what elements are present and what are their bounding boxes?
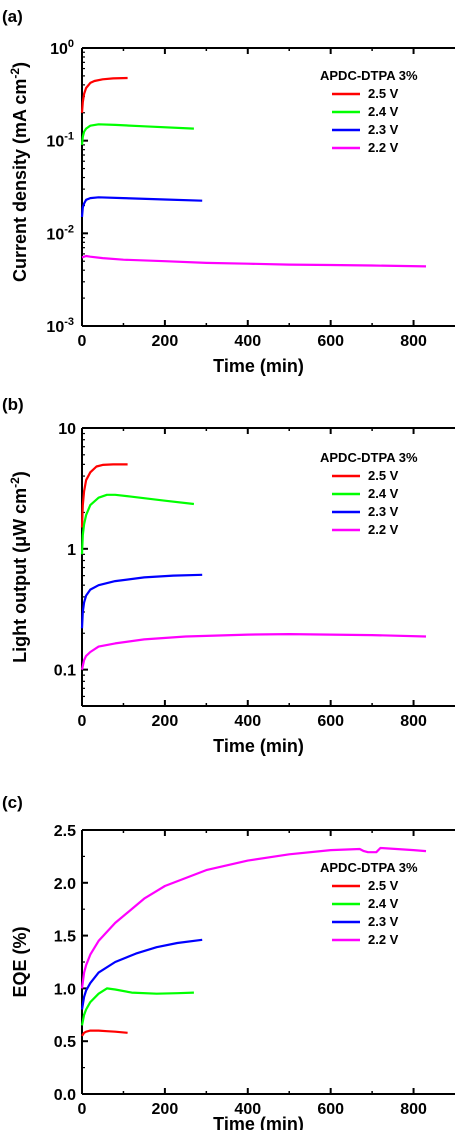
legend: APDC-DTPA 3% 2.5 V 2.4 V 2.3 V 2.2 V: [320, 860, 418, 947]
y-tick-exp: -2: [64, 223, 74, 235]
legend-label: 2.2 V: [368, 932, 399, 947]
series-line-1: [80, 76, 128, 113]
y-axis-title-sup: -2: [8, 68, 22, 79]
series-line-3: [80, 196, 203, 218]
series-line-4: [81, 254, 427, 268]
y-axis-title-end: ): [10, 62, 30, 68]
panel-label: (a): [2, 7, 23, 26]
x-tick-label: 200: [152, 713, 179, 730]
series-line-4: [80, 632, 427, 670]
legend-label: 2.2 V: [368, 522, 399, 537]
y-tick-label: 0.1: [54, 663, 76, 680]
y-tick-base: 10: [46, 319, 64, 336]
y-tick-label: 100: [50, 38, 74, 58]
y-axis-title-end: ): [10, 471, 30, 477]
y-axis-title-sup: -2: [8, 477, 22, 488]
legend: APDC-DTPA 3% 2.5 V 2.4 V 2.3 V 2.2 V: [320, 68, 418, 155]
y-tick-label: 10-3: [46, 316, 74, 336]
x-tick-label: 0: [78, 333, 87, 350]
series-line-3: [80, 573, 203, 629]
y-tick-label: 10-1: [46, 131, 74, 151]
legend-title: APDC-DTPA 3%: [320, 450, 418, 465]
legend-label: 2.3 V: [368, 504, 399, 519]
panel-label: (c): [2, 793, 23, 812]
chart-panel-3: (c) 0 200 400 600 800 0.0 0.5 1.0 1.5 2.0 2.5 Time (…: [2, 793, 455, 1130]
legend-label: 2.4 V: [368, 104, 399, 119]
y-tick-label: 10: [58, 421, 76, 438]
x-tick-label: 800: [400, 333, 427, 350]
x-axis-title: Time (min): [213, 1114, 304, 1130]
series-line-1: [81, 1029, 128, 1037]
y-axis-title: EQE (%): [10, 926, 30, 997]
legend-label: 2.4 V: [368, 486, 399, 501]
y-tick-label: 1.0: [54, 981, 76, 998]
x-tick-label: 400: [234, 1101, 261, 1118]
y-axis-title: Light output (μW cm-2): [8, 471, 30, 663]
y-tick-base: 10: [50, 41, 68, 58]
legend-title: APDC-DTPA 3%: [320, 68, 418, 83]
y-tick-label: 0.0: [54, 1087, 76, 1104]
legend-label: 2.3 V: [368, 914, 399, 929]
y-tick-label: 0.5: [54, 1034, 76, 1051]
y-tick-label: 10-2: [46, 223, 74, 243]
x-tick-label: 400: [234, 333, 261, 350]
x-tick-label: 0: [78, 1101, 87, 1118]
x-tick-label: 800: [400, 713, 427, 730]
series-line-3: [80, 938, 203, 1010]
y-tick-label: 2.0: [54, 876, 76, 893]
legend-label: 2.2 V: [368, 140, 399, 155]
x-tick-label: 600: [317, 713, 344, 730]
y-tick-base: 10: [46, 226, 64, 243]
y-axis-title-text: EQE (%): [10, 926, 30, 997]
legend-label: 2.3 V: [368, 122, 399, 137]
legend: APDC-DTPA 3% 2.5 V 2.4 V 2.3 V 2.2 V: [320, 450, 418, 537]
y-axis-title: Current density (mA cm-2): [8, 62, 30, 282]
x-tick-label: 200: [152, 333, 179, 350]
x-tick-label: 600: [317, 1101, 344, 1118]
y-tick-exp: -1: [64, 131, 74, 143]
series-line-2: [80, 987, 194, 1026]
x-axis-title: Time (min): [213, 356, 304, 376]
panel-label: (b): [2, 395, 24, 414]
legend-label: 2.5 V: [368, 86, 399, 101]
chart-panel-2: (b) 0 200 400 600 800 0.1 1 10 Time (min) Light ou…: [2, 395, 455, 756]
series-line-1: [80, 463, 128, 528]
y-tick-exp: 0: [68, 38, 74, 50]
y-tick-label: 2.5: [54, 823, 76, 840]
series-line-2: [80, 493, 195, 555]
series-line-4: [80, 846, 427, 989]
legend-label: 2.4 V: [368, 896, 399, 911]
y-tick-label: 1: [67, 542, 76, 559]
series-line-2: [80, 123, 194, 146]
legend-title: APDC-DTPA 3%: [320, 860, 418, 875]
y-tick-exp: -3: [64, 316, 74, 328]
x-axis-title: Time (min): [213, 736, 304, 756]
legend-label: 2.5 V: [368, 468, 399, 483]
y-tick-base: 10: [46, 134, 64, 151]
x-tick-label: 600: [317, 333, 344, 350]
y-axis-title-text: Current density (mA cm: [10, 79, 30, 282]
y-tick-label: 1.5: [54, 929, 76, 946]
x-tick-label: 200: [152, 1101, 179, 1118]
y-axis-title-text: Light output (μW cm: [10, 488, 30, 663]
x-tick-label: 0: [78, 713, 87, 730]
x-tick-label: 800: [400, 1101, 427, 1118]
legend-label: 2.5 V: [368, 878, 399, 893]
x-tick-label: 400: [234, 713, 261, 730]
